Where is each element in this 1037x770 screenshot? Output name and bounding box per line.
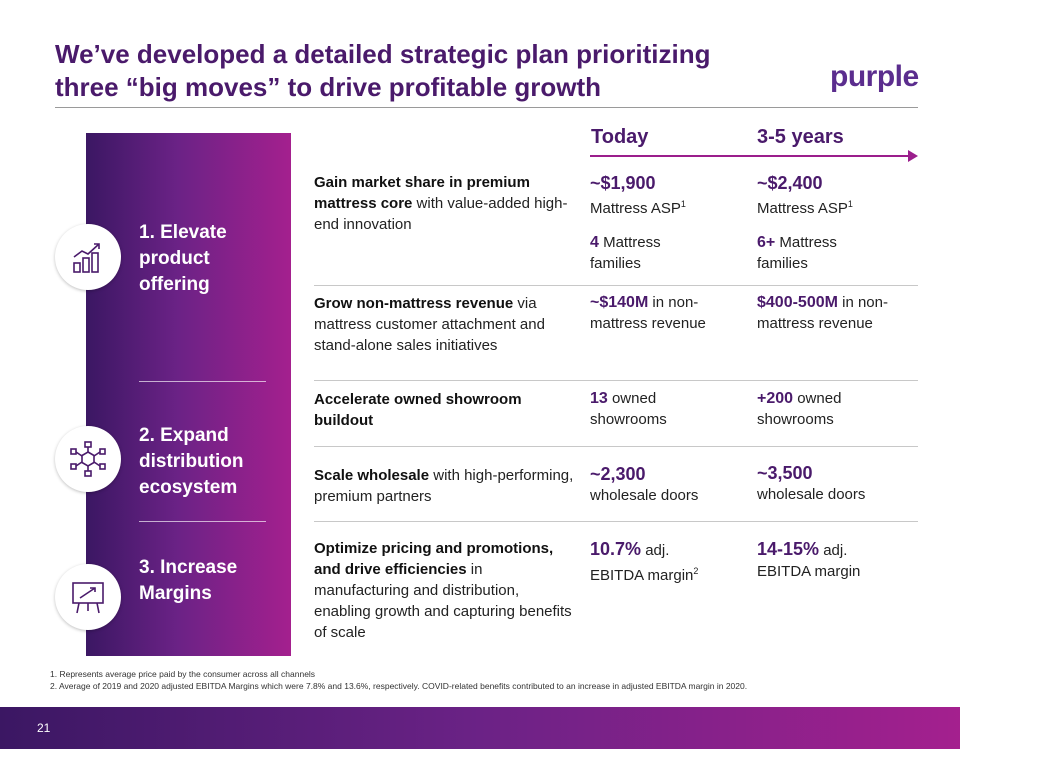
row-2-description: Grow non-mattress revenue via mattress c… <box>314 293 576 356</box>
move-3-label: 3. Increase Margins <box>139 557 238 604</box>
row-5-desc-bold: Optimize pricing and promotions, and dri… <box>314 540 554 578</box>
row-5-future-label: adj. EBITDA margin <box>757 542 861 580</box>
big-moves-band <box>86 133 291 656</box>
row-1-future-asp-value: ~$2,400 <box>757 173 823 193</box>
presentation-board-icon <box>55 564 121 630</box>
title-line-1: We’ve developed a detailed strategic pla… <box>55 39 711 69</box>
row-5-desc-rest: in manufacturing and distribution, enabl… <box>314 561 572 641</box>
timeline-arrow <box>590 155 912 157</box>
row-4-desc-bold: Scale wholesale <box>314 467 430 484</box>
row-4-future-value: ~3,500 <box>757 463 813 483</box>
row-5-today-value: 10.7% <box>590 539 642 559</box>
row-5-future: 14-15% adj. EBITDA margin <box>757 539 892 582</box>
page-title: We’ve developed a detailed strategic pla… <box>55 38 815 104</box>
network-icon <box>55 426 121 492</box>
row-5-today: 10.7% adj. EBITDA margin2 <box>590 539 725 586</box>
row-3-today-value: 13 <box>590 390 608 407</box>
row-4-today-value: ~2,300 <box>590 464 646 484</box>
row-1-future-families-value: 6+ <box>757 234 776 251</box>
row-4-desc-rest: with high-performing, premium partners <box>314 467 574 505</box>
row-2-future-label: in non-mattress revenue <box>757 294 888 332</box>
row-1-description: Gain market share in premium mattress co… <box>314 172 576 235</box>
row-divider <box>314 446 918 447</box>
row-1-desc-bold: Gain market share in premium mattress co… <box>314 174 530 212</box>
row-divider <box>314 521 918 522</box>
row-5-today-label: adj. EBITDA margin <box>590 542 694 584</box>
title-line-2: three “big moves” to drive profitable gr… <box>55 72 602 102</box>
row-1-future-asp-label: Mattress ASP <box>757 200 848 217</box>
footnote-ref-2: 2 <box>693 566 699 576</box>
title-divider <box>55 107 918 108</box>
row-3-today-label: owned showrooms <box>590 390 667 428</box>
row-2-today: ~$140M in non-mattress revenue <box>590 292 715 334</box>
row-3-today: 13 owned showrooms <box>590 388 700 430</box>
row-4-future: ~3,500 wholesale doors <box>757 463 917 505</box>
row-5-future-value: 14-15% <box>757 539 820 559</box>
footnote-1: 1. Represents average price paid by the … <box>50 669 316 679</box>
row-2-today-label: in non-mattress revenue <box>590 294 706 332</box>
footnote-ref-1: 1 <box>680 199 686 209</box>
row-3-future-value: +200 <box>757 390 794 407</box>
row-1-future-families: 6+ Mattress families <box>757 232 877 274</box>
arrow-head-icon <box>908 150 918 162</box>
footnote-ref-1b: 1 <box>847 199 853 209</box>
row-2-future-value: $400-500M <box>757 294 838 311</box>
row-2-desc-rest: via mattress customer attachment and sta… <box>314 295 545 354</box>
move-2-label: 2. Expand distribution ecosystem <box>139 425 244 498</box>
row-1-today-families: 4 Mattress families <box>590 232 710 274</box>
purple-logo: purple <box>830 60 919 93</box>
row-1-future-families-label: Mattress families <box>757 234 837 272</box>
row-2-today-value: ~$140M <box>590 294 649 311</box>
row-1-today-asp-value: ~$1,900 <box>590 173 656 193</box>
row-4-today: ~2,300 wholesale doors <box>590 464 750 506</box>
row-2-desc-bold: Grow non-mattress revenue <box>314 295 514 312</box>
column-today: Today <box>591 126 649 148</box>
row-1-today-families-value: 4 <box>590 234 599 251</box>
row-3-desc-bold: Accelerate owned showroom buildout <box>314 391 522 429</box>
page-number: 21 <box>37 721 51 735</box>
footnote-2: 2. Average of 2019 and 2020 adjusted EBI… <box>50 681 748 691</box>
move-1-label: 1. Elevate product offering <box>139 222 227 295</box>
row-divider <box>314 285 918 286</box>
row-3-future-label: owned showrooms <box>757 390 842 428</box>
column-3-5-years: 3-5 years <box>757 126 844 148</box>
row-3-future: +200 owned showrooms <box>757 388 877 430</box>
growth-chart-icon <box>55 224 121 290</box>
row-divider <box>314 380 918 381</box>
row-4-today-label: wholesale doors <box>590 487 699 504</box>
row-3-description: Accelerate owned showroom buildout <box>314 389 576 431</box>
row-1-today-families-label: Mattress families <box>590 234 661 272</box>
row-4-description: Scale wholesale with high-performing, pr… <box>314 465 576 507</box>
band-divider-1 <box>139 381 266 382</box>
row-1-today-asp: ~$1,900 Mattress ASP1 <box>590 173 750 219</box>
band-divider-2 <box>139 521 266 522</box>
row-1-future-asp: ~$2,400 Mattress ASP1 <box>757 173 917 219</box>
row-1-desc-rest: with value-added high-end innovation <box>314 195 568 233</box>
row-2-future: $400-500M in non-mattress revenue <box>757 292 892 334</box>
footer-bar <box>0 707 960 749</box>
row-4-future-label: wholesale doors <box>757 486 866 503</box>
row-1-today-asp-label: Mattress ASP <box>590 200 681 217</box>
row-5-description: Optimize pricing and promotions, and dri… <box>314 538 576 643</box>
